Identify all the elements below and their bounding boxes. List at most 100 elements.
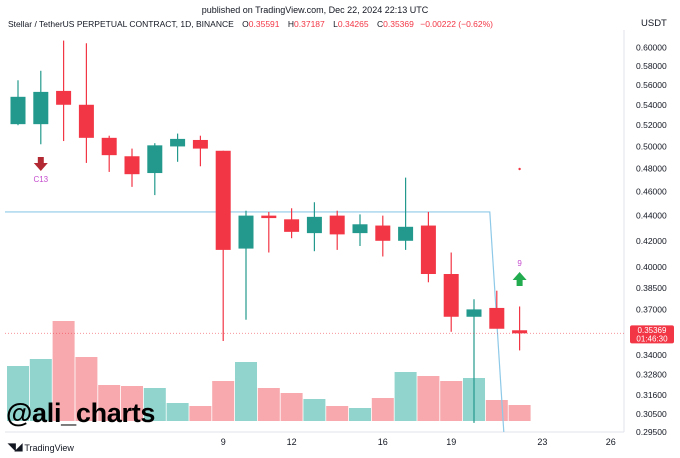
level-line — [5, 211, 505, 433]
candle-body — [352, 224, 368, 234]
volume-bar — [7, 366, 29, 421]
volume-bar — [257, 388, 280, 421]
y-tick-label: 0.46000 — [636, 187, 667, 197]
candle-body — [192, 139, 208, 149]
author-watermark: @ali_charts — [6, 398, 156, 428]
volume-bar — [52, 321, 75, 421]
y-tick-label: 0.37000 — [636, 304, 667, 314]
tradingview-footer[interactable]: ◥◢ TradingView — [8, 442, 74, 453]
close-value: 0.35369 — [383, 19, 414, 29]
sell-arrow-icon — [33, 157, 48, 171]
volume-bar — [349, 408, 371, 421]
volume-bar — [143, 388, 166, 421]
volume-bar — [417, 376, 440, 421]
volume-bar — [485, 400, 508, 421]
buy-arrow-icon — [512, 272, 527, 286]
candle-body — [33, 91, 49, 125]
candle-body — [489, 307, 505, 329]
candle-body — [284, 219, 300, 232]
y-tick-label: 0.50000 — [636, 141, 667, 151]
y-tick-label: 0.48000 — [636, 164, 667, 174]
volume-bar — [508, 405, 531, 421]
volume-bar — [303, 399, 326, 421]
resistance-line — [5, 211, 505, 433]
price-label-value: 0.35369 — [638, 326, 667, 335]
x-tick-label: 16 — [378, 437, 388, 447]
candle-body — [420, 225, 436, 275]
candle-body — [306, 216, 322, 234]
y-tick-label: 0.60000 — [636, 43, 667, 53]
volume-bar — [394, 372, 417, 421]
x-tick-label: 12 — [287, 437, 297, 447]
candle-body — [261, 215, 277, 219]
candle-body — [512, 330, 528, 334]
price-label-box — [630, 325, 674, 344]
x-tick-label: 19 — [446, 437, 456, 447]
high-value: 0.37187 — [294, 19, 325, 29]
volume-bar — [326, 406, 349, 421]
candle-body — [443, 274, 459, 317]
volume-bar — [280, 393, 303, 421]
candle-body — [375, 225, 391, 241]
y-tick-label: 0.29500 — [636, 427, 667, 437]
open-label: O — [242, 19, 249, 29]
y-tick-label: 0.56000 — [636, 80, 667, 90]
y-tick-label: 0.52000 — [636, 120, 667, 130]
sell-signal-label: C13 — [33, 175, 48, 184]
candle-body — [101, 137, 117, 156]
x-tick-label: 26 — [606, 437, 616, 447]
volume-bar — [189, 406, 212, 421]
candle-body — [78, 104, 94, 138]
chart-legend: Stellar / TetherUS PERPETUAL CONTRACT, 1… — [8, 19, 493, 29]
y-tick-label: 0.31600 — [636, 390, 667, 400]
x-tick-label: 9 — [221, 437, 226, 447]
y-tick-label: 0.44000 — [636, 211, 667, 221]
volume-bar — [121, 386, 143, 421]
y-tick-label: 0.30500 — [636, 409, 667, 419]
marker-dot — [518, 167, 521, 171]
tradingview-logo-icon: ◥◢ — [8, 442, 22, 453]
currency-label: USDT — [641, 18, 667, 29]
y-tick-label: 0.34000 — [636, 350, 667, 360]
y-tick-label: 0.38500 — [636, 283, 667, 293]
x-tick-label: 23 — [537, 437, 547, 447]
time-axis: 9 12 16 19 23 26 — [221, 437, 616, 447]
signal-annotations: C13 9 — [33, 157, 527, 286]
volume-bar — [371, 398, 394, 421]
change-value: −0.00222 (−0.62%) — [420, 19, 494, 29]
high-label: H — [287, 19, 295, 29]
y-tick-label: 0.54000 — [636, 100, 667, 110]
tradingview-brand: TradingView — [24, 442, 74, 453]
candle-body — [466, 309, 482, 317]
candle-body — [10, 96, 26, 125]
volume-bar — [235, 362, 257, 421]
price-axis: 0.60000 0.58000 0.56000 0.54000 0.52000 0.500… — [636, 43, 667, 437]
candle-body — [170, 138, 186, 147]
candle-body — [398, 226, 414, 241]
candle-body — [147, 145, 163, 174]
y-tick-label: 0.32800 — [636, 370, 667, 380]
publish-info: published on TradingView.com, Dec 22, 20… — [201, 5, 429, 15]
close-label: C — [376, 19, 384, 29]
volume-bar — [75, 357, 98, 421]
volume-bar — [29, 359, 52, 421]
open-value: 0.35591 — [248, 19, 280, 29]
low-value: 0.34265 — [337, 19, 369, 29]
candlesticks — [5, 40, 624, 423]
candle-body — [329, 215, 345, 235]
volume-bar — [212, 381, 235, 421]
low-label: L — [333, 19, 338, 29]
y-tick-label: 0.58000 — [636, 61, 667, 71]
candle-body — [124, 156, 140, 175]
buy-signal-label: 9 — [517, 259, 522, 268]
volume-bar — [98, 385, 121, 421]
price-label-countdown: 01:46:30 — [636, 334, 668, 343]
candle-body — [215, 150, 231, 250]
y-tick-label: 0.42000 — [636, 236, 667, 246]
symbol-title: Stellar / TetherUS PERPETUAL CONTRACT, 1… — [8, 19, 234, 29]
candle-body — [238, 215, 254, 249]
y-tick-label: 0.40000 — [636, 262, 667, 272]
volume-bar — [440, 381, 463, 421]
